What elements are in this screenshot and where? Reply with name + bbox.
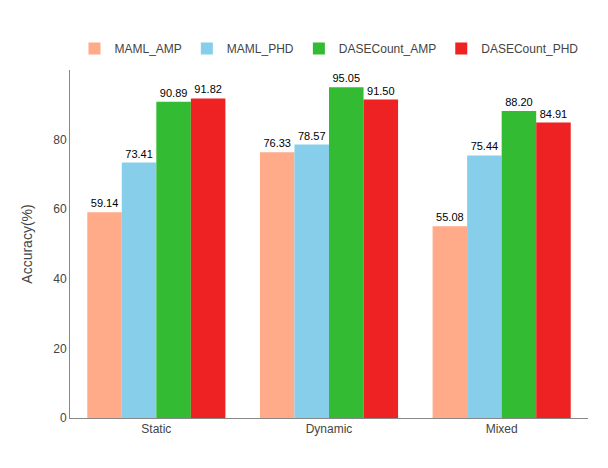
svg-text:DASECount_PHD: DASECount_PHD: [481, 42, 578, 56]
svg-text:MAML_AMP: MAML_AMP: [115, 42, 182, 56]
svg-text:75.44: 75.44: [471, 140, 499, 152]
svg-text:95.05: 95.05: [332, 72, 360, 84]
svg-text:Static: Static: [141, 422, 171, 436]
svg-text:78.57: 78.57: [298, 130, 326, 142]
svg-text:84.91: 84.91: [540, 108, 568, 120]
svg-text:60: 60: [53, 202, 67, 216]
svg-text:0: 0: [60, 411, 67, 425]
svg-text:20: 20: [53, 342, 67, 356]
svg-text:90.89: 90.89: [160, 87, 188, 99]
svg-text:88.20: 88.20: [505, 96, 533, 108]
svg-text:Dynamic: Dynamic: [306, 422, 353, 436]
svg-text:Mixed: Mixed: [486, 422, 518, 436]
svg-text:80: 80: [53, 133, 67, 147]
svg-text:76.33: 76.33: [263, 137, 291, 149]
svg-text:55.08: 55.08: [436, 211, 464, 223]
svg-text:91.82: 91.82: [194, 83, 222, 95]
svg-text:MAML_PHD: MAML_PHD: [227, 42, 294, 56]
svg-text:Accuracy(%): Accuracy(%): [19, 204, 35, 283]
svg-text:59.14: 59.14: [91, 197, 119, 209]
svg-text:DASECount_AMP: DASECount_AMP: [339, 42, 436, 56]
svg-text:73.41: 73.41: [125, 148, 153, 160]
svg-text:91.50: 91.50: [367, 85, 395, 97]
svg-text:40: 40: [53, 272, 67, 286]
